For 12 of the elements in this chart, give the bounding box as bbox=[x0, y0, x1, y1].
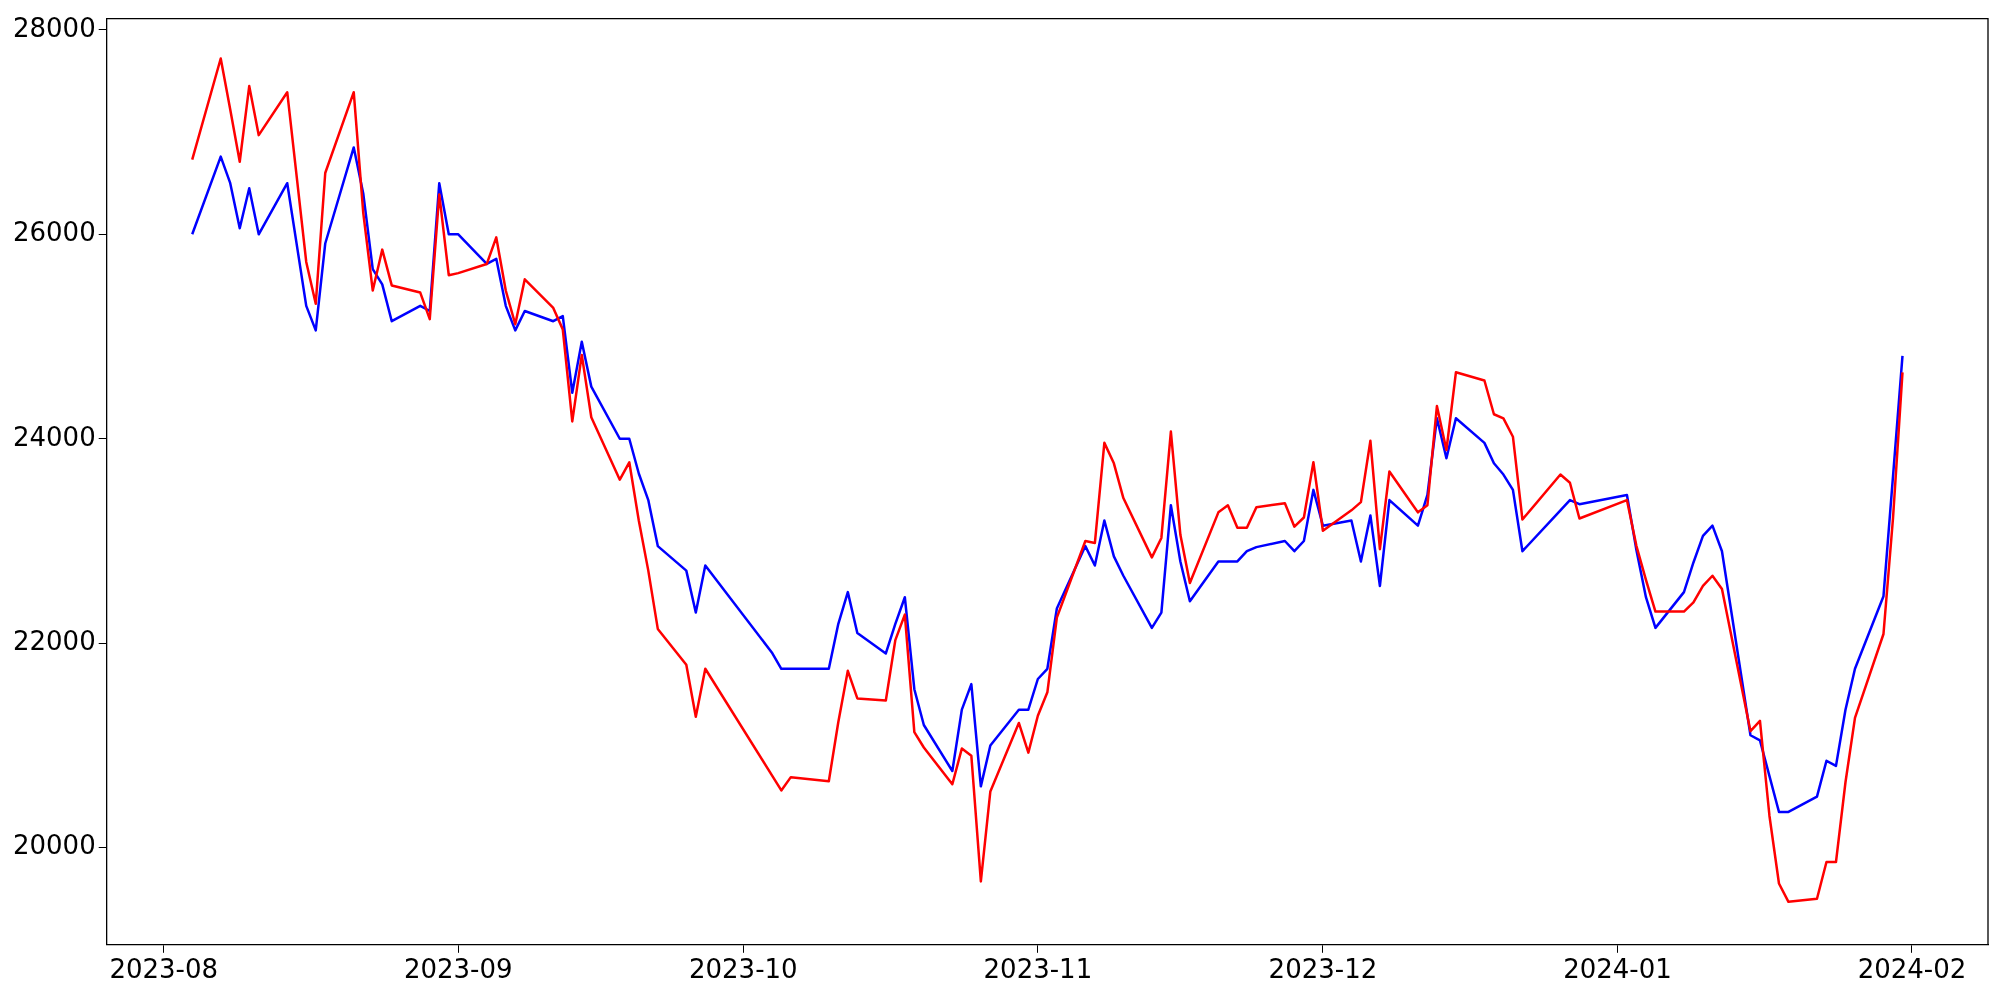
x-tick-label: 2024-02 bbox=[1857, 954, 1967, 985]
x-tick-label: 2023-12 bbox=[1268, 954, 1378, 985]
x-tick-label: 2023-09 bbox=[403, 954, 513, 985]
x-tick-label: 2023-11 bbox=[983, 954, 1093, 985]
y-tick-label: 26000 bbox=[12, 217, 96, 248]
y-tick-label: 28000 bbox=[12, 12, 96, 43]
x-tick-label: 2023-08 bbox=[109, 954, 219, 985]
y-tick-label: 20000 bbox=[12, 830, 96, 861]
y-tick-label: 24000 bbox=[12, 421, 96, 452]
y-tick-label: 22000 bbox=[12, 625, 96, 656]
x-tick-label: 2023-10 bbox=[688, 954, 798, 985]
x-tick-label: 2024-01 bbox=[1563, 954, 1672, 985]
